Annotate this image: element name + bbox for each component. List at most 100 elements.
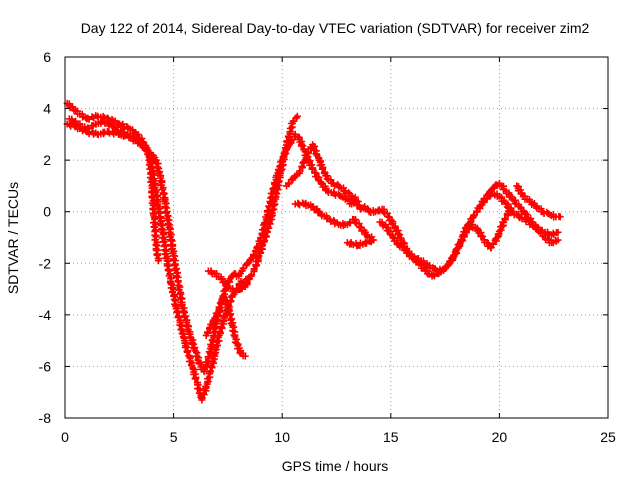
data-point-trail: [292, 133, 303, 141]
data-point-trail: [514, 183, 526, 198]
data-point-trail: [330, 179, 341, 190]
data-point-trail: [332, 190, 343, 199]
data-point-trail: [245, 256, 254, 267]
data-point: [354, 197, 362, 205]
data-point-trail: [128, 126, 140, 137]
data-point-trail: [84, 128, 100, 138]
satellite-track-9: [478, 179, 562, 247]
y-tick-label: 0: [43, 204, 51, 220]
data-point-trail: [208, 317, 221, 344]
axis-ticks: 0 5 10 15 20 25 -8 -6 -4 -2 0 2 4 6: [39, 49, 616, 445]
data-point-trail: [486, 184, 498, 196]
data-point-trail: [547, 211, 558, 221]
data-point-trail: [84, 122, 97, 132]
data-point-trail: [357, 204, 367, 213]
y-tick-label: -8: [39, 410, 52, 426]
data-point-trail: [481, 238, 493, 250]
data-point: [343, 239, 351, 247]
data-point-trail: [235, 267, 246, 279]
satellite-track-8: [376, 205, 514, 280]
x-tick-label: 10: [274, 429, 290, 445]
satellite-track-3: [65, 115, 163, 265]
data-point-trail: [410, 255, 421, 266]
data-point-trail: [290, 114, 300, 125]
data-point: [506, 205, 514, 213]
data-point-trail: [346, 238, 361, 250]
plot-frame: [64, 56, 609, 419]
x-tick-label: 5: [170, 429, 178, 445]
data-point-trail: [503, 189, 515, 201]
data-point-trail: [232, 270, 240, 280]
data-point-trail: [544, 228, 553, 239]
data-point-trail: [101, 118, 115, 130]
data-point-trail: [527, 198, 539, 210]
data-series: [63, 99, 564, 404]
data-point-trail: [170, 252, 182, 285]
data-point: [243, 275, 251, 283]
data-point-trail: [240, 260, 251, 272]
satellite-track-5: [204, 267, 251, 296]
y-tick-label: -2: [39, 255, 52, 271]
x-axis-label: GPS time / hours: [282, 458, 389, 474]
data-point-trail: [148, 184, 158, 219]
data-point-trail: [227, 271, 237, 281]
data-point: [241, 352, 249, 360]
y-axis-label: SDTVAR / TECUs: [5, 182, 21, 294]
chart-title: Day 122 of 2014, Sidereal Day-to-day VTE…: [81, 20, 590, 36]
data-point-trail: [367, 207, 378, 216]
data-point-trail: [325, 188, 338, 197]
data-point-trail: [309, 203, 324, 217]
satellite-track-7: [291, 199, 377, 250]
data-point-trail: [163, 257, 175, 287]
data-point-trail: [204, 337, 217, 361]
y-tick-label: 2: [43, 152, 51, 168]
data-point-trail: [279, 147, 290, 162]
data-point-trail: [403, 248, 415, 260]
data-point: [556, 213, 564, 221]
data-point-trail: [487, 235, 500, 251]
data-point-trail: [378, 218, 390, 230]
y-tick-label: -4: [39, 307, 52, 323]
y-tick-label: -6: [39, 358, 52, 374]
data-point-trail: [535, 227, 547, 240]
data-point-trail: [253, 237, 263, 252]
data-point-trail: [229, 323, 240, 346]
data-point-trail: [174, 278, 186, 306]
data-point-trail: [549, 229, 560, 239]
data-point: [293, 112, 301, 120]
data-point-trail: [426, 262, 437, 272]
data-point-trail: [207, 267, 216, 278]
data-point: [154, 257, 162, 265]
data-point-trail: [540, 208, 552, 217]
x-tick-label: 20: [492, 429, 508, 445]
data-point-trail: [327, 216, 341, 228]
data-point-trail: [496, 181, 508, 193]
data-point-trail: [260, 203, 273, 227]
x-tick-label: 0: [61, 429, 69, 445]
y-tick-label: 6: [43, 49, 51, 65]
data-point-trail: [224, 303, 237, 327]
satellite-track-10: [513, 182, 564, 221]
data-point-trail: [361, 205, 372, 214]
data-point-trail: [491, 190, 501, 200]
data-point-trail: [156, 177, 169, 204]
data-point-trail: [435, 265, 448, 277]
data-point-trail: [339, 193, 349, 203]
x-tick-label: 15: [383, 429, 399, 445]
data-point-trail: [211, 333, 223, 356]
satellite-track-6: [283, 141, 362, 205]
data-point: [554, 236, 562, 244]
data-point: [554, 228, 562, 236]
data-point-trail: [430, 270, 441, 280]
data-point-trail: [449, 245, 461, 264]
data-point-trail: [155, 205, 167, 234]
y-tick-label: 4: [43, 101, 51, 117]
data-point-trail: [239, 349, 247, 360]
data-point-trail: [161, 199, 173, 229]
data-point-trail: [167, 281, 180, 308]
x-tick-label: 25: [600, 429, 616, 445]
data-point-trail: [492, 181, 501, 189]
satellite-track-4: [202, 293, 249, 360]
